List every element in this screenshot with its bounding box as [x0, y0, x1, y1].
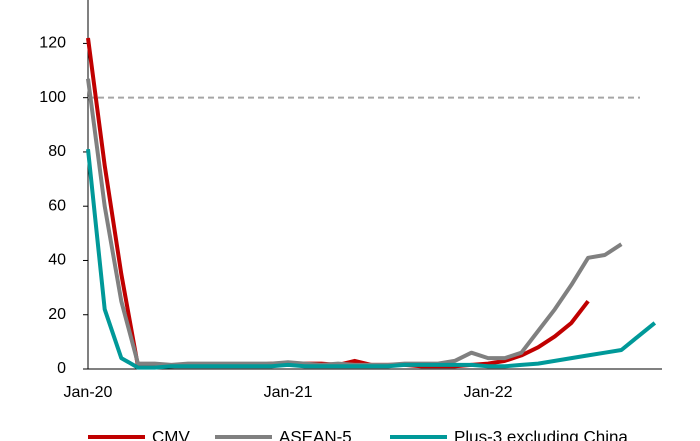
legend-label: ASEAN-5 [279, 427, 352, 441]
legend-label: CMV [152, 427, 190, 441]
y-tick-label: 20 [48, 306, 66, 323]
x-tick-label: Jan-22 [464, 384, 513, 401]
series-line [86, 148, 657, 370]
y-tick-label: 80 [48, 143, 66, 160]
x-tick-label: Jan-20 [64, 384, 113, 401]
y-tick-label: 60 [48, 197, 66, 214]
y-tick-label: 120 [39, 35, 66, 52]
series-line [86, 37, 590, 369]
y-tick-label: 100 [39, 89, 66, 106]
x-tick-label: Jan-21 [264, 384, 313, 401]
y-tick-label: 0 [57, 360, 66, 377]
series-line [86, 78, 623, 367]
legend-label: Plus-3 excluding China [454, 427, 628, 441]
y-tick-label: 40 [48, 252, 66, 269]
